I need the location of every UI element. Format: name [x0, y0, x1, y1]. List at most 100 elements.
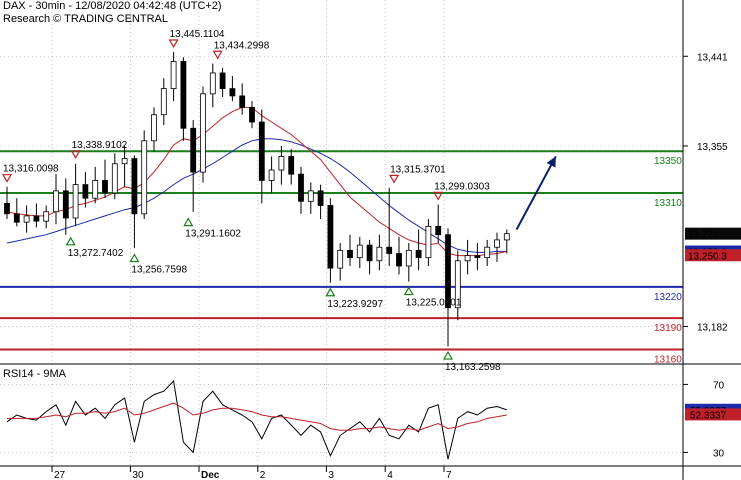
time-tick-label: 7 — [446, 470, 452, 480]
candle-body — [151, 114, 157, 142]
candle — [33, 203, 40, 228]
candle-body — [239, 95, 246, 108]
candle-body — [249, 106, 255, 123]
candle-body — [43, 211, 50, 222]
rsi-line — [6, 379, 507, 460]
candle-body — [170, 61, 177, 90]
candle — [258, 109, 265, 204]
pivot-high-marker — [70, 150, 81, 159]
candle — [454, 250, 461, 321]
candle-body — [494, 239, 500, 248]
candle-body — [405, 249, 412, 267]
candle-body — [484, 246, 491, 259]
moving-averages — [6, 106, 507, 257]
pivot-high-label: 13,299.0303 — [434, 181, 490, 192]
rsi-tag-box — [685, 408, 741, 421]
candle — [131, 155, 138, 249]
pivot-high-marker — [212, 50, 223, 60]
candlesticks — [4, 52, 510, 347]
candle-body — [62, 190, 69, 219]
candle — [337, 243, 344, 281]
candle — [82, 172, 89, 208]
pivot-high-label: 13,315.3701 — [390, 164, 446, 175]
rsi-ma-line — [7, 402, 507, 431]
candle-body — [111, 163, 118, 194]
pivot-low-label: 13,223.9297 — [327, 299, 383, 310]
price-tag-box — [685, 249, 741, 262]
candle-body — [190, 127, 197, 173]
candle-body — [141, 140, 148, 215]
pivot-high-label: 13,338.9102 — [72, 140, 128, 151]
forecast-arrow-line — [515, 155, 557, 230]
pivot-low-label: 13,225.0801 — [406, 298, 462, 309]
candle-body — [72, 184, 79, 219]
rsi-label: RSI14 - 9MA — [3, 368, 66, 380]
rsi-tick-label: 30 — [713, 448, 725, 459]
candle — [415, 229, 422, 271]
candle-body — [464, 255, 471, 262]
candle-body — [347, 249, 353, 259]
candle-body — [121, 158, 128, 165]
candle-body — [317, 190, 324, 206]
time-tick-label: Dec — [201, 470, 220, 480]
candle-body — [278, 156, 285, 171]
pivot-low-label: 13,256.7598 — [131, 265, 187, 276]
candle — [4, 186, 10, 220]
candle-body — [425, 225, 432, 259]
candle-body — [307, 190, 314, 202]
candle — [288, 149, 295, 185]
candle-body — [366, 244, 373, 262]
candle-body — [219, 72, 226, 90]
candle — [111, 153, 118, 200]
candle — [190, 119, 197, 212]
forecast-arrow-head — [546, 156, 556, 168]
candle-body — [356, 244, 363, 259]
level-label: 13310 — [654, 198, 682, 209]
chart-title: DAX - 30min - 12/08/2020 04:42:48 (UTC+2… — [3, 0, 222, 12]
pivot-high-marker — [168, 39, 179, 49]
fast-moving-average — [6, 106, 507, 257]
candle-body — [180, 61, 187, 129]
candle-body — [288, 156, 295, 175]
candle — [494, 232, 500, 262]
candle-body — [200, 93, 206, 173]
level-label: 13350 — [654, 156, 682, 167]
candle — [366, 239, 373, 275]
time-tick-label: 4 — [387, 470, 393, 480]
candle — [219, 67, 226, 97]
candle — [356, 236, 363, 269]
candle — [102, 159, 108, 199]
candle — [23, 205, 30, 233]
candle-body — [102, 180, 108, 194]
candle-body — [4, 202, 10, 215]
slow-moving-average — [6, 138, 507, 253]
candle — [170, 52, 177, 102]
candle — [307, 182, 314, 214]
candle-body — [209, 72, 216, 95]
candle — [386, 187, 393, 266]
price-tag-box — [685, 227, 741, 240]
candle — [327, 198, 334, 283]
candle — [151, 107, 157, 152]
pivot-high-marker — [433, 191, 444, 201]
pivot-low-label: 13,291.1602 — [185, 229, 241, 240]
candle-body — [131, 158, 138, 215]
candle — [376, 234, 383, 271]
candle — [209, 63, 216, 108]
candle-body — [376, 246, 383, 262]
candle-body — [160, 88, 167, 116]
candle — [43, 205, 50, 229]
chart-source: Research © TRADING CENTRAL — [3, 13, 168, 25]
pivot-high-marker — [1, 174, 13, 183]
candle — [141, 130, 148, 220]
candle — [405, 243, 412, 282]
candle-body — [396, 253, 402, 267]
pivot-low-marker — [403, 286, 414, 296]
candle — [180, 57, 187, 141]
candle — [347, 234, 353, 266]
candle — [445, 228, 451, 347]
time-tick-label: 2 — [260, 470, 266, 480]
candle — [503, 229, 510, 254]
candle — [464, 239, 471, 275]
